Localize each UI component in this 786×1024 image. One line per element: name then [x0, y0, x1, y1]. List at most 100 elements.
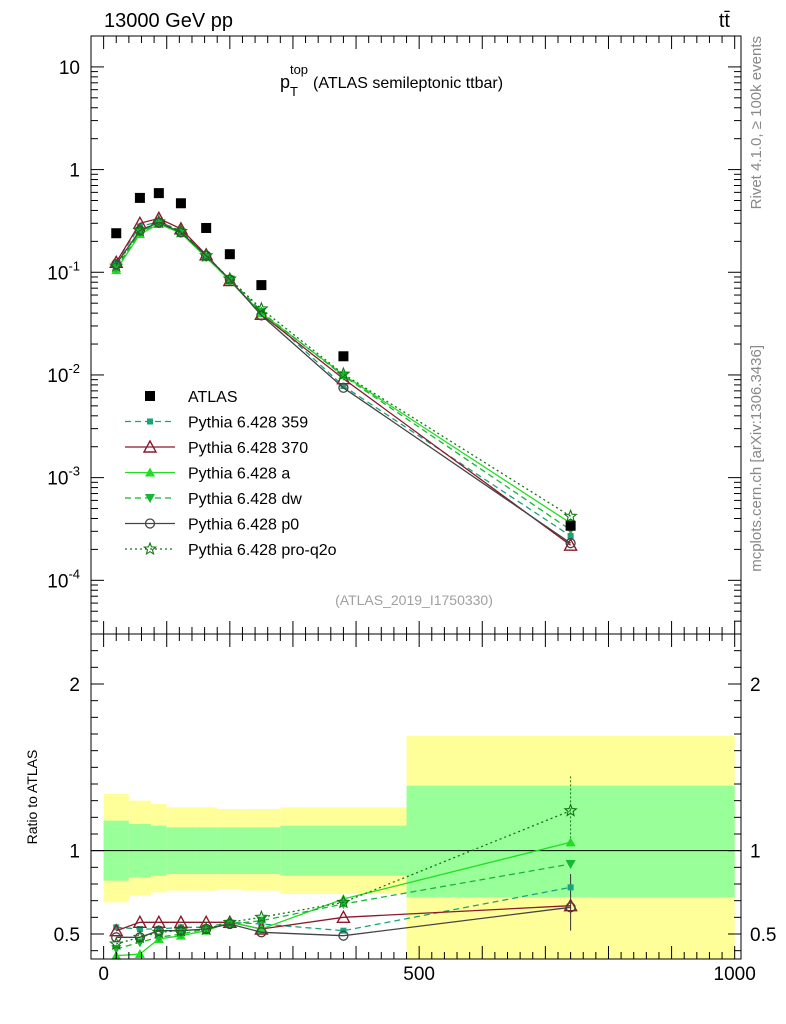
- ratio-point-pa: [134, 949, 145, 958]
- point-p370: [132, 215, 148, 229]
- ratio-point-p359: [567, 884, 574, 891]
- main-title-sub: T: [290, 84, 298, 99]
- ratio-point-p370: [109, 923, 124, 937]
- legend-label: Pythia 6.428 370: [188, 440, 308, 457]
- legend-item-pa: Pythia 6.428 a: [125, 466, 290, 483]
- point-pp0: [565, 538, 576, 549]
- analysis-tag: (ATLAS_2019_I1750330): [335, 592, 493, 608]
- main-title: pTtop (ATLAS semileptonic ttbar): [280, 62, 503, 99]
- point-atlas: [175, 198, 186, 209]
- ratio-point-pdw: [565, 860, 576, 869]
- legend-item-p370: Pythia 6.428 370: [125, 439, 308, 457]
- point-pq2o: [199, 248, 214, 262]
- main-x-axis: [103, 36, 736, 634]
- ratio-plot-frame: [90, 633, 742, 960]
- legend-item-pdw: Pythia 6.428 dw: [125, 491, 302, 508]
- point-pq2o: [254, 301, 269, 315]
- series-line-pp0: [115, 221, 571, 544]
- series-atlas: [111, 188, 576, 531]
- series-pp0: [111, 217, 576, 549]
- legend: ATLAS Pythia 6.428 359 Pythia 6.428 370 Pyt…: [125, 389, 337, 559]
- ratio-point-pdw: [153, 933, 164, 943]
- legend-label: ATLAS: [188, 389, 238, 406]
- ratio-y-tick-label-right: 0.5: [750, 925, 776, 946]
- point-pq2o: [336, 366, 351, 381]
- point-atlas: [256, 280, 267, 291]
- point-atlas: [338, 351, 349, 362]
- ratio-point-p370: [336, 909, 351, 924]
- point-atlas: [111, 228, 122, 239]
- ratio-x-axis: 0 500 1000: [98, 634, 756, 985]
- y-tick-label: 10: [59, 58, 80, 79]
- point-pp0: [338, 382, 349, 393]
- point-pp0: [224, 274, 235, 285]
- y-tick-label: 1: [69, 161, 80, 182]
- ratio-point-pq2o: [109, 936, 124, 951]
- series-pq2o: [109, 214, 578, 523]
- legend-item-atlas: ATLAS: [145, 389, 238, 406]
- ratio-ylabel: Ratio to ATLAS: [24, 750, 40, 845]
- x-tick-label: 1000: [714, 964, 756, 985]
- ratio-point-pq2o: [151, 924, 166, 939]
- legend-label: Pythia 6.428 p0: [188, 517, 299, 534]
- ratio-series-pq2o: [109, 803, 578, 951]
- ratio-point-p370: [132, 914, 148, 929]
- ratio-point-p359: [136, 926, 143, 932]
- ratio-point-pa: [256, 924, 267, 933]
- point-pq2o: [132, 222, 148, 237]
- ratio-point-pq2o: [173, 923, 189, 937]
- ratio-y-axis: 0.5 0.5 1 1 2 2: [54, 650, 776, 952]
- legend-marker: [144, 518, 156, 529]
- legend-label: Pythia 6.428 dw: [188, 491, 302, 508]
- ratio-point-pp0: [565, 902, 576, 913]
- point-atlas: [224, 249, 235, 260]
- header-right: tt̄: [719, 10, 731, 32]
- point-atlas: [565, 520, 576, 531]
- legend-item-pp0: Pythia 6.428 p0: [125, 517, 299, 534]
- legend-marker: [142, 439, 158, 453]
- ratio-point-pdw: [111, 945, 122, 954]
- header-left: 13000 GeV pp: [104, 10, 233, 32]
- y-tick-label: 10-3: [47, 464, 80, 490]
- ratio-point-pq2o: [563, 803, 578, 817]
- ratio-point-pa: [565, 837, 576, 847]
- ratio-y-tick-label: 1: [69, 842, 80, 863]
- ratio-point-pq2o: [336, 894, 351, 909]
- ratio-y-tick-label-right: 2: [750, 675, 761, 696]
- ratio-point-pq2o: [199, 921, 214, 936]
- side-label-bottom: mcplots.cern.ch [arXiv:1306.3436]: [748, 345, 765, 572]
- legend-marker: [145, 494, 155, 503]
- point-pp0: [153, 217, 164, 228]
- ratio-point-p370: [563, 898, 578, 912]
- main-plot: 10 1 10-1 10-2 10-3 10-4 pTtop (ATLAS semilept…: [47, 35, 742, 635]
- main-title-rest: (ATLAS semileptonic ttbar): [313, 75, 503, 92]
- ratio-point-pq2o: [222, 914, 237, 929]
- ratio-point-pp0: [111, 932, 122, 943]
- legend-label: Pythia 6.428 pro-q2o: [188, 542, 337, 559]
- ratio-point-pq2o: [132, 929, 148, 944]
- main-title-sup: top: [290, 62, 308, 77]
- point-p359: [340, 383, 347, 390]
- point-pq2o: [109, 258, 124, 273]
- legend-item-pq2o: Pythia 6.428 pro-q2o: [125, 541, 337, 559]
- point-atlas: [201, 222, 212, 233]
- ratio-point-p370: [173, 914, 189, 929]
- ratio-plot: 0.5 0.5 1 1 2 2 0 500 1000 Ratio to ATLAS: [24, 633, 776, 985]
- legend-marker: [145, 391, 155, 401]
- point-p359: [567, 533, 574, 540]
- point-p370: [563, 537, 578, 551]
- ratio-point-p359: [113, 924, 120, 931]
- ratio-point-pp0: [338, 930, 349, 941]
- y-tick-label: 10-1: [47, 258, 80, 284]
- ratio-y-tick-label-right: 1: [750, 842, 761, 863]
- point-pq2o: [563, 508, 578, 523]
- legend-marker: [145, 467, 155, 477]
- ratio-y-tick-label: 0.5: [54, 925, 80, 946]
- point-atlas: [134, 192, 145, 203]
- legend-marker: [142, 541, 158, 556]
- ratio-point-p359: [155, 926, 162, 932]
- legend-label: Pythia 6.428 359: [188, 415, 308, 432]
- point-pq2o: [151, 214, 166, 228]
- legend-item-p359: Pythia 6.428 359: [125, 415, 308, 432]
